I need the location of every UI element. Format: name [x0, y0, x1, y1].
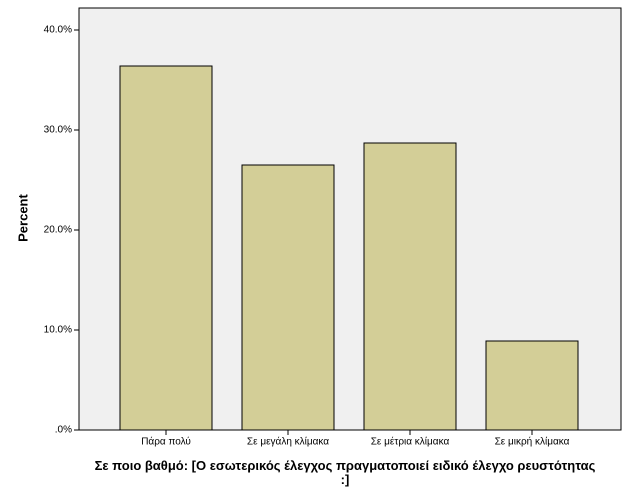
y-tick-label: 40.0%	[44, 25, 72, 36]
x-tick-label: Σε μεγάλη κλίμακα	[247, 436, 329, 448]
x-axis-title: Σε ποιο βαθμό: [Ο εσωτερικός έλεγχος πρα…	[94, 458, 596, 487]
x-tick-label: Σε μικρή κλίμακα	[495, 436, 570, 448]
y-tick-label: .0%	[55, 425, 72, 436]
x-tick-label: Πάρα πολύ	[141, 436, 191, 448]
bar	[485, 340, 579, 431]
bar	[119, 65, 213, 431]
bar	[241, 164, 335, 431]
y-axis-title: Percent	[15, 193, 30, 241]
x-tick-label: Σε μέτρια κλίμακα	[371, 436, 450, 448]
y-tick-label: 10.0%	[44, 325, 72, 336]
y-tick-label: 30.0%	[44, 125, 72, 136]
y-tick-label: 20.0%	[44, 225, 72, 236]
bar	[363, 142, 457, 431]
